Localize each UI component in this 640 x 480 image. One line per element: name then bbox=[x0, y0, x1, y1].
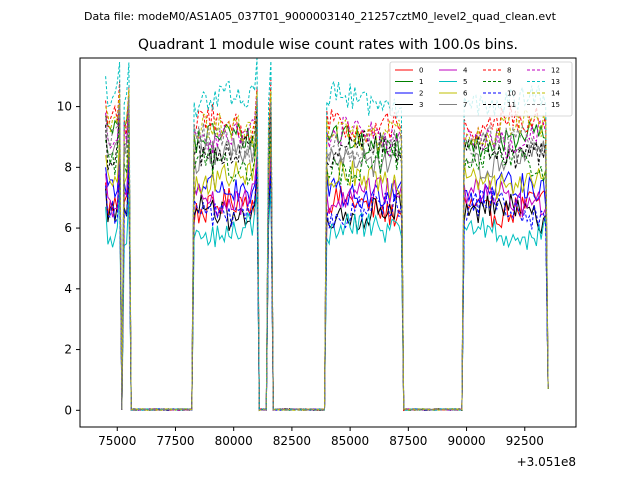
legend-label-8: 8 bbox=[507, 67, 511, 75]
legend-label-10: 10 bbox=[507, 90, 516, 98]
y-tick-label: 2 bbox=[64, 343, 72, 357]
y-tick-label: 0 bbox=[64, 403, 72, 417]
legend-label-11: 11 bbox=[507, 101, 516, 109]
chart-title: Quadrant 1 module wise count rates with … bbox=[138, 37, 518, 53]
x-tick-label: 80000 bbox=[215, 434, 253, 448]
series-layer bbox=[105, 58, 549, 412]
series-line-15 bbox=[105, 97, 549, 411]
legend-label-12: 12 bbox=[551, 67, 560, 75]
ticks-layer: 75000 77500 80000 82500 85000 87500 90000 92500… bbox=[57, 100, 544, 448]
legend-label-7: 7 bbox=[463, 101, 467, 109]
x-tick-label: 90000 bbox=[447, 434, 485, 448]
y-tick-label: 10 bbox=[57, 100, 72, 114]
legend-label-1: 1 bbox=[419, 78, 423, 86]
y-tick-label: 8 bbox=[64, 160, 72, 174]
x-tick-label: 85000 bbox=[331, 434, 369, 448]
legend-label-2: 2 bbox=[419, 90, 423, 98]
legend-label-15: 15 bbox=[551, 101, 560, 109]
legend-label-13: 13 bbox=[551, 78, 560, 86]
x-tick-label: 75000 bbox=[98, 434, 136, 448]
legend-label-3: 3 bbox=[419, 101, 423, 109]
legend-label-4: 4 bbox=[463, 67, 468, 75]
legend-box bbox=[389, 61, 573, 117]
legend-label-14: 14 bbox=[551, 90, 560, 98]
legend-label-5: 5 bbox=[463, 78, 467, 86]
x-tick-label: 87500 bbox=[389, 434, 427, 448]
x-tick-label: 82500 bbox=[273, 434, 311, 448]
x-tick-label: 92500 bbox=[506, 434, 544, 448]
x-tick-label: 77500 bbox=[156, 434, 194, 448]
y-tick-label: 6 bbox=[64, 221, 72, 235]
legend-label-0: 0 bbox=[419, 67, 423, 75]
legend-label-6: 6 bbox=[463, 90, 468, 98]
plot-frame bbox=[79, 57, 577, 428]
x-offset-label: +3.051e8 bbox=[517, 455, 576, 469]
y-tick-label: 4 bbox=[64, 282, 72, 296]
data-file-caption: Data file: modeM0/AS1A05_037T01_90000031… bbox=[84, 10, 557, 23]
plot-background bbox=[80, 58, 576, 427]
legend-label-9: 9 bbox=[507, 78, 511, 86]
